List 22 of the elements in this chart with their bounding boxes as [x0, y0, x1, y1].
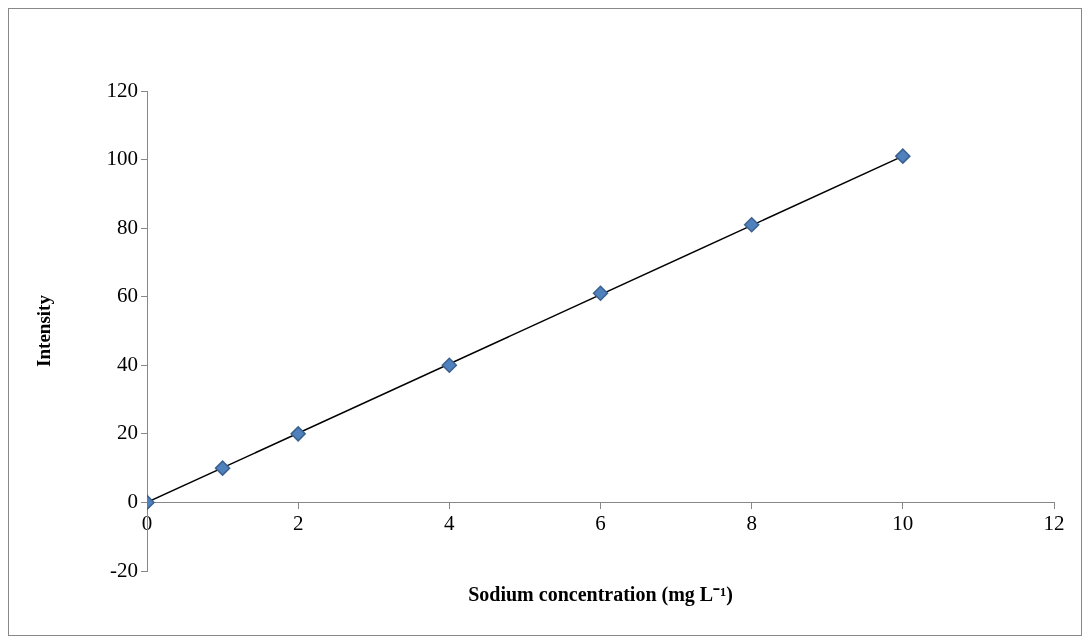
point: [214, 460, 231, 476]
y-axis-title: Intensity: [33, 294, 55, 367]
y-tick-label: 60: [117, 283, 138, 308]
x-tick-label: 4: [444, 510, 456, 535]
point: [743, 216, 760, 233]
x-tick-label: 8: [746, 510, 757, 535]
y-tick-label: 100: [106, 146, 138, 171]
x-tick-label: 6: [595, 510, 606, 535]
x-tick-label: 12: [1043, 510, 1065, 535]
y-tick-label: 20: [117, 420, 138, 445]
point: [592, 285, 609, 302]
y-tick-label: 120: [106, 77, 138, 102]
y-tick-label: 80: [117, 214, 138, 239]
y-tick-label: -20: [110, 557, 138, 582]
x-tick-label: 10: [892, 510, 914, 535]
x-tick-label: 2: [292, 510, 304, 535]
y-tick-label: 40: [117, 351, 138, 376]
y-tick-label: 0: [127, 488, 138, 513]
point: [290, 426, 306, 442]
x-axis-title: Sodium concentration (mg L⁻¹): [467, 582, 734, 607]
point: [441, 357, 458, 374]
point: [895, 148, 911, 164]
